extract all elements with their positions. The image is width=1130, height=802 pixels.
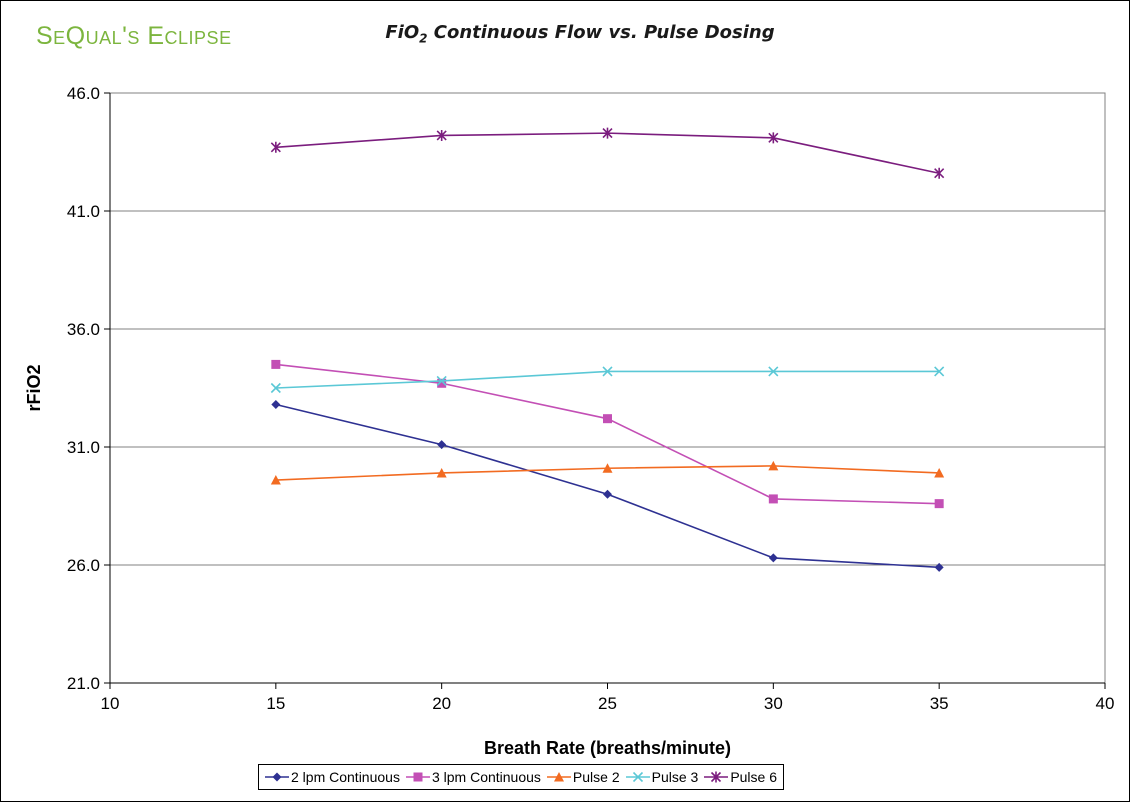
legend-item: Pulse 2 [546, 769, 620, 785]
data-point [602, 463, 613, 473]
data-point [603, 489, 612, 499]
series-line [275, 363, 940, 505]
legend-label: Pulse 6 [730, 769, 778, 785]
data-point [768, 460, 779, 471]
legend-marker [632, 771, 643, 783]
legend-swatch [704, 771, 729, 783]
data-point [768, 366, 779, 377]
series-3 [270, 366, 945, 394]
y-tick-label: 26.0 [67, 556, 100, 575]
legend-label: 2 lpm Continuous [291, 769, 400, 785]
legend-item: 3 lpm Continuous [405, 769, 541, 785]
x-axis-title: Breath Rate (breaths/minute) [484, 738, 731, 758]
brand-logo-text: SeQual's Eclipse [36, 22, 232, 50]
legend-marker [413, 772, 423, 782]
x-tick-label: 25 [598, 694, 617, 713]
y-tick-label: 21.0 [67, 674, 100, 693]
data-point [271, 400, 281, 410]
x-tick-label: 35 [930, 694, 949, 713]
x-tick-label: 30 [764, 694, 783, 713]
legend-label: 3 lpm Continuous [431, 769, 541, 785]
y-axis-title: rFiO2 [24, 364, 44, 411]
data-point [768, 553, 778, 563]
data-point [437, 440, 447, 450]
legend-item: Pulse 6 [704, 769, 777, 785]
series-line [275, 132, 940, 175]
y-tick-label: 36.0 [67, 320, 100, 339]
chart-legend: 2 lpm Continuous 3 lpm Continuous Pulse 2 P… [258, 764, 785, 790]
plot-area [109, 92, 1106, 684]
data-point [934, 467, 945, 478]
data-point [436, 129, 447, 141]
data-point [602, 127, 613, 139]
series-0 [271, 400, 944, 572]
legend-swatch [546, 772, 571, 782]
data-point [270, 382, 281, 394]
x-tick-label: 40 [1096, 694, 1115, 713]
x-tick-label: 15 [266, 694, 285, 713]
data-point [602, 366, 613, 377]
data-point [437, 378, 447, 388]
axes: 21.0 26.0 31.0 36.0 41.0 46.0 10 15 20 25 30 35 40 [67, 84, 1115, 713]
legend-label: Pulse 2 [572, 769, 620, 785]
series-line [275, 403, 940, 569]
series-1 [271, 359, 944, 509]
x-tick-label: 10 [101, 694, 120, 713]
data-point [768, 494, 778, 504]
legend-item: 2 lpm Continuous [265, 769, 400, 785]
x-tick-label: 20 [432, 694, 451, 713]
y-tick-label: 31.0 [67, 438, 100, 457]
chart-title-subscript: 2 [419, 31, 428, 46]
data-point [436, 375, 447, 386]
data-point [270, 475, 281, 485]
data-point [934, 499, 944, 509]
data-point [934, 167, 945, 179]
legend-label: Pulse 3 [651, 769, 699, 785]
series-line [275, 370, 940, 389]
data-point [271, 359, 281, 369]
data-point [436, 467, 447, 478]
y-tick-label: 46.0 [67, 84, 100, 103]
data-point [934, 562, 944, 572]
legend-item: Pulse 3 [625, 769, 699, 785]
chart-title-rest: Continuous Flow vs. Pulse Dosing [427, 22, 775, 43]
data-point [603, 414, 612, 424]
legend-swatch [625, 771, 650, 783]
series-4 [270, 127, 945, 179]
data-point [768, 132, 779, 144]
legend-marker [272, 772, 282, 782]
data-point [934, 366, 945, 377]
legend-marker [553, 772, 564, 782]
legend-marker [711, 771, 722, 783]
chart-title: FiO2 Continuous Flow vs. Pulse Dosing [0, 22, 1130, 46]
y-tick-label: 41.0 [67, 202, 100, 221]
legend-swatch [265, 772, 289, 782]
legend-swatch [405, 772, 430, 782]
chart-title-main: FiO [385, 22, 420, 43]
series-layer [270, 127, 945, 572]
series-2 [270, 460, 945, 485]
data-point [270, 141, 281, 153]
